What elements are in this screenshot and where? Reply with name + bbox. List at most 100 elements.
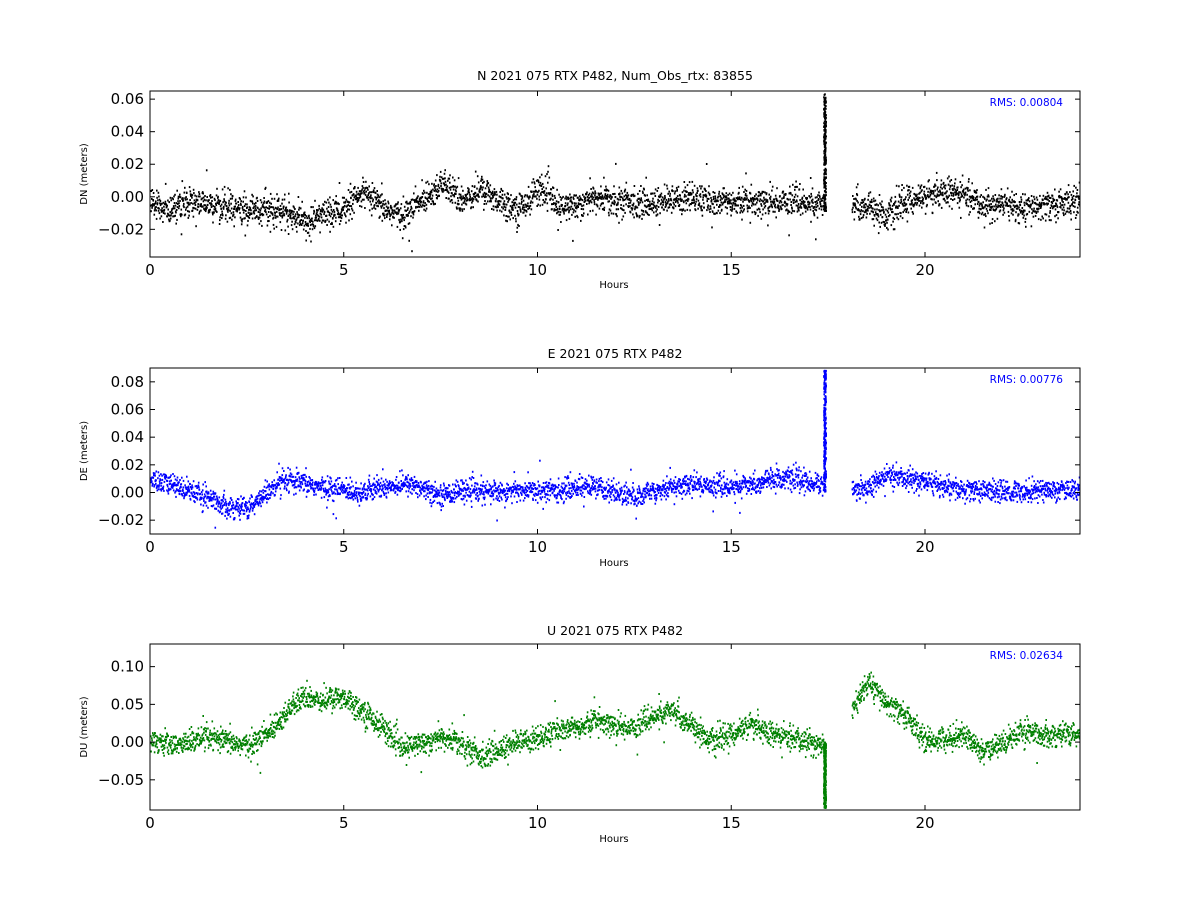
data-point (445, 186, 448, 189)
data-point (1070, 218, 1072, 221)
data-point (889, 204, 891, 207)
data-point (775, 216, 777, 219)
data-point (300, 481, 302, 483)
data-point (1017, 207, 1019, 210)
data-point (226, 209, 229, 212)
data-point (484, 200, 486, 202)
data-point (729, 201, 731, 203)
data-point (764, 191, 766, 194)
data-point (409, 208, 412, 211)
data-point (363, 484, 365, 487)
data-point (800, 200, 803, 203)
data-point (1052, 197, 1054, 200)
data-point (418, 209, 420, 212)
data-point (172, 215, 174, 218)
data-point (295, 221, 297, 224)
data-point (665, 204, 667, 207)
data-point (352, 199, 355, 202)
data-point (352, 492, 354, 495)
data-point (336, 202, 338, 205)
data-point (339, 213, 341, 216)
data-point (400, 203, 403, 206)
data-point (245, 196, 247, 199)
data-point (936, 194, 939, 197)
data-point (912, 203, 915, 206)
data-point (874, 211, 877, 214)
data-point (502, 197, 504, 200)
data-point (237, 201, 239, 203)
data-point (813, 205, 816, 208)
data-point (287, 479, 290, 482)
data-point (214, 208, 217, 211)
data-point (205, 199, 207, 202)
data-point (883, 221, 886, 224)
data-point (236, 208, 239, 211)
data-point (349, 493, 352, 496)
data-point (791, 207, 793, 210)
data-point (649, 204, 652, 207)
data-point (986, 195, 989, 198)
data-point (751, 204, 753, 207)
data-point (266, 493, 269, 496)
data-point (674, 205, 677, 208)
data-point (353, 495, 355, 498)
data-point (983, 206, 985, 209)
data-point (177, 197, 180, 200)
data-point (331, 210, 334, 213)
data-point (423, 208, 425, 211)
data-point (875, 203, 878, 206)
data-point (258, 222, 261, 225)
data-point (655, 210, 657, 213)
data-point (158, 195, 160, 198)
data-point (407, 490, 410, 493)
data-point (267, 211, 270, 213)
spike-point (825, 170, 827, 173)
data-point (262, 495, 264, 498)
data-point (754, 195, 756, 198)
data-point (280, 481, 283, 484)
data-point (770, 204, 773, 207)
data-point (547, 181, 549, 184)
data-point (272, 492, 274, 495)
data-point (994, 220, 996, 223)
data-point (679, 208, 681, 211)
data-point (1045, 202, 1048, 205)
data-point (952, 199, 954, 201)
data-point (304, 482, 306, 485)
data-point (1061, 197, 1063, 200)
data-point (677, 185, 680, 188)
data-point (935, 196, 938, 199)
data-point (330, 477, 332, 480)
data-point (291, 475, 293, 478)
data-point (741, 185, 744, 188)
data-point (442, 188, 444, 191)
data-point (1046, 191, 1049, 194)
data-point (187, 203, 190, 206)
data-point (477, 200, 479, 203)
data-point (321, 207, 323, 210)
data-point (622, 215, 625, 218)
data-point (201, 489, 204, 492)
data-point (877, 232, 880, 235)
data-point (719, 204, 721, 207)
data-point (1037, 218, 1040, 221)
data-point (872, 197, 875, 200)
data-point (959, 191, 962, 194)
data-point (247, 219, 249, 222)
data-point (219, 502, 221, 505)
data-point (257, 216, 259, 219)
data-point (245, 506, 247, 509)
data-point (564, 205, 567, 207)
data-point (335, 478, 338, 481)
data-point (618, 221, 620, 224)
data-point (580, 219, 582, 222)
data-point (330, 213, 333, 215)
data-point (863, 211, 866, 214)
data-point (797, 204, 799, 207)
data-point (217, 505, 219, 508)
data-point (771, 185, 774, 188)
data-point (237, 204, 240, 207)
data-point (276, 471, 278, 474)
data-point (937, 190, 940, 193)
data-point (159, 202, 161, 205)
